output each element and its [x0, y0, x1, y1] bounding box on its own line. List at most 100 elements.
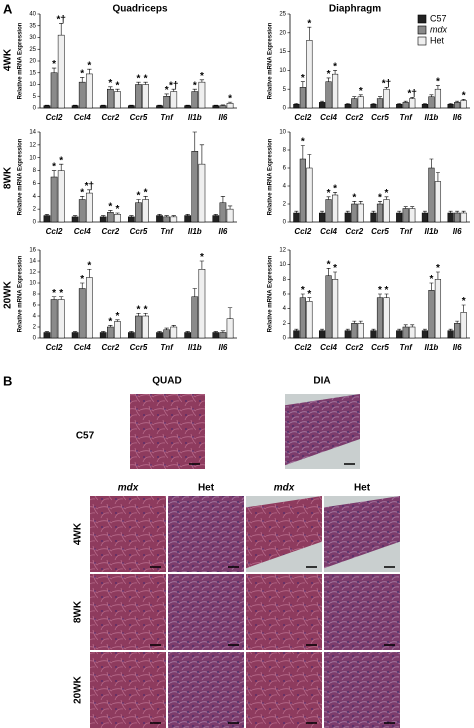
bar: [191, 151, 199, 223]
error-bar: [358, 94, 363, 97]
micrograph-tissue: [324, 496, 400, 569]
error-bar: [192, 131, 197, 152]
significance-mark: *†: [407, 89, 416, 100]
bar: [409, 326, 416, 339]
error-bar: [422, 210, 427, 213]
bar: [57, 34, 65, 109]
column-label: Het: [198, 483, 215, 494]
bar: [370, 212, 377, 223]
y-tick-label: 35: [29, 23, 36, 29]
tissue-label: DIA: [313, 376, 330, 387]
micrograph: [130, 394, 205, 469]
x-tick-label: Ccl2: [46, 227, 63, 236]
x-tick-label: Ccr5: [371, 113, 389, 122]
bar: [99, 216, 107, 223]
y-tick-label: 0: [283, 336, 287, 342]
micrograph: [90, 652, 166, 728]
error-bar: [157, 213, 162, 216]
significance-mark: *: [327, 188, 331, 199]
x-tick-label: Ccr5: [371, 227, 389, 236]
bar: [184, 215, 192, 223]
error-bar: [51, 67, 57, 73]
error-bar: [352, 201, 357, 204]
row-label: 8WK: [3, 166, 14, 189]
bar: [376, 297, 384, 339]
error-bar: [300, 81, 305, 88]
bar: [114, 91, 121, 109]
y-tick-label: 4: [33, 314, 37, 320]
bar: [114, 321, 121, 339]
error-bar: [371, 210, 376, 213]
bar: [434, 88, 442, 109]
bar: [99, 332, 107, 339]
error-bar: [384, 87, 389, 90]
y-tick-label: 12: [279, 248, 286, 254]
x-tick-label: Ccr5: [130, 343, 148, 352]
x-tick-label: Ccl2: [294, 343, 311, 352]
bar: [85, 192, 93, 223]
error-bar: [108, 210, 113, 213]
significance-mark: *: [108, 202, 112, 213]
bar: [184, 105, 192, 109]
error-bar: [300, 293, 305, 298]
bar: [421, 330, 429, 339]
bar: [226, 208, 234, 223]
y-tick-label: 14: [29, 130, 36, 136]
error-bar: [345, 210, 350, 213]
error-bar: [51, 296, 57, 300]
y-tick-label: 2: [283, 321, 287, 327]
bar: [212, 332, 220, 339]
y-tick-label: 2: [283, 202, 287, 208]
bar: [212, 215, 220, 223]
y-tick-label: 20: [279, 30, 286, 36]
error-bar: [185, 331, 190, 333]
error-bar: [136, 312, 141, 316]
error-bar: [213, 331, 218, 333]
bar: [344, 103, 351, 109]
significance-mark: *: [301, 285, 305, 296]
tissue-label: QUAD: [152, 376, 181, 387]
bar: [71, 105, 79, 109]
error-bar: [307, 154, 312, 168]
y-tick-label: 2: [33, 325, 37, 331]
bar: [184, 332, 192, 339]
x-tick-label: Il1b: [188, 343, 202, 352]
significance-mark: *: [108, 78, 112, 89]
error-bar: [397, 210, 402, 213]
x-tick-label: Tnf: [399, 227, 413, 236]
bar: [454, 323, 461, 339]
row-label: 4WK: [73, 522, 84, 545]
bar: [383, 297, 390, 339]
bar: [409, 208, 416, 223]
bar: [344, 330, 351, 339]
bar: [396, 103, 403, 109]
bar: [107, 88, 114, 109]
bar: [460, 212, 467, 223]
y-tick-label: 25: [29, 47, 36, 53]
micrograph: [90, 574, 166, 650]
error-bar: [358, 320, 363, 324]
error-bar: [72, 215, 78, 217]
bar: [170, 216, 178, 223]
bar: [351, 203, 358, 223]
error-bar: [422, 103, 427, 105]
x-tick-label: Tnf: [399, 113, 413, 122]
error-bar: [59, 23, 64, 36]
error-bar: [44, 213, 50, 216]
bar: [351, 323, 358, 339]
error-bar: [403, 324, 408, 327]
bar: [78, 81, 86, 109]
significance-mark: *: [59, 288, 63, 299]
legend-swatch: [417, 14, 427, 24]
row-label: C57: [76, 431, 95, 442]
error-bar: [220, 104, 226, 106]
x-tick-label: Ccr2: [101, 227, 119, 236]
bar: [57, 299, 65, 339]
error-bar: [115, 212, 120, 215]
error-bar: [345, 103, 350, 105]
error-bar: [294, 328, 299, 331]
significance-mark: *: [144, 187, 148, 198]
error-bar: [378, 293, 382, 298]
y-tick-label: 40: [29, 12, 36, 18]
bar: [114, 214, 121, 223]
